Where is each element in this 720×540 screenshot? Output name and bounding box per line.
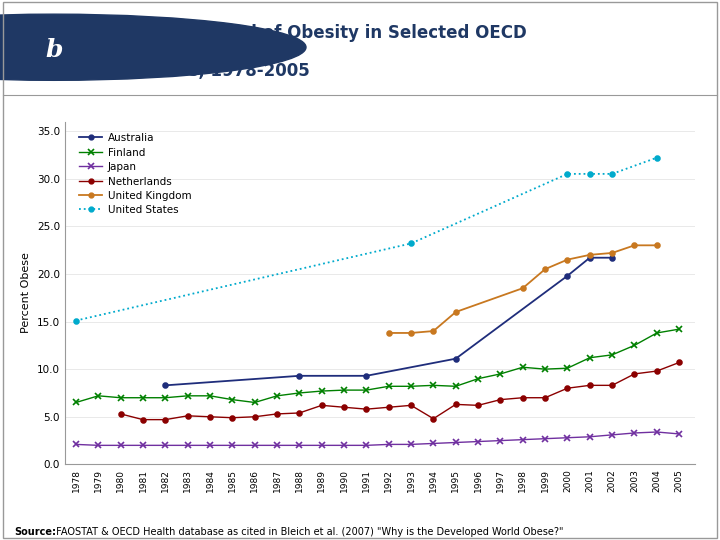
Text: FAOSTAT & OECD Health database as cited in Bleich et al. (2007) "Why is the Deve: FAOSTAT & OECD Health database as cited … (53, 527, 563, 537)
Y-axis label: Percent Obese: Percent Obese (22, 253, 31, 333)
Text: Countries, 1978-2005: Countries, 1978-2005 (108, 62, 310, 80)
Text: Level and Trend of Obesity in Selected OECD: Level and Trend of Obesity in Selected O… (108, 24, 527, 42)
Legend: Australia, Finland, Japan, Netherlands, United Kingdom, United States: Australia, Finland, Japan, Netherlands, … (76, 130, 194, 219)
Text: Source:: Source: (14, 527, 56, 537)
Circle shape (0, 14, 306, 80)
Text: b: b (45, 38, 63, 62)
